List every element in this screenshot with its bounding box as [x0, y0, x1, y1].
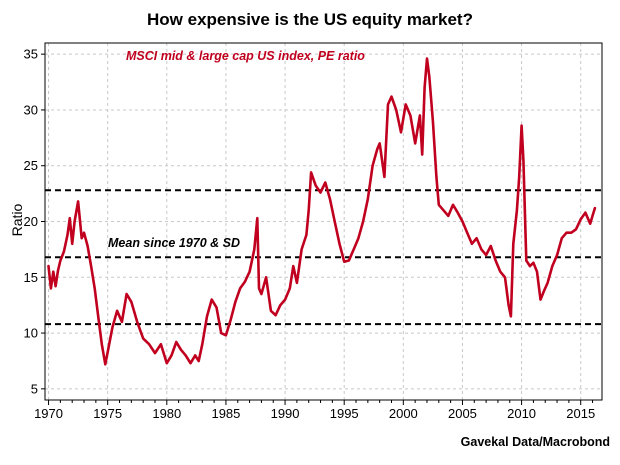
x-tick-label: 2015 [566, 406, 595, 421]
y-tick-label: 10 [24, 326, 38, 341]
x-tick-label: 1975 [93, 406, 122, 421]
grid [45, 43, 602, 400]
x-tick-label: 1970 [34, 406, 63, 421]
x-tick-label: 2010 [507, 406, 536, 421]
chart-title: How expensive is the US equity market? [147, 10, 473, 29]
x-tick-label: 2005 [448, 406, 477, 421]
mean-label: Mean since 1970 & SD [108, 236, 240, 250]
x-tick-label: 1990 [271, 406, 300, 421]
y-axis-ticks: 5 10 15 20 25 30 35 [24, 47, 45, 396]
series-line-pe-ratio [47, 57, 597, 366]
source-label: Gavekal Data/Macrobond [461, 435, 610, 449]
y-tick-label: 25 [24, 158, 38, 173]
y-tick-label: 5 [31, 381, 38, 396]
x-axis-ticks: 1970 1975 1980 1985 1990 1995 2000 2005 2010 2015 [34, 400, 595, 421]
y-tick-label: 15 [24, 270, 38, 285]
y-tick-label: 35 [24, 47, 38, 62]
x-tick-label: 1985 [211, 406, 240, 421]
y-tick-label: 30 [24, 102, 38, 117]
x-tick-label: 1995 [330, 406, 359, 421]
x-tick-label: 2000 [389, 406, 418, 421]
y-axis-label: Ratio [9, 203, 25, 236]
x-tick-label: 1980 [152, 406, 181, 421]
series-layer [47, 57, 597, 366]
series-label: MSCI mid & large cap US index, PE ratio [126, 49, 365, 63]
reference-lines [45, 189, 602, 326]
y-tick-label: 20 [24, 214, 38, 229]
